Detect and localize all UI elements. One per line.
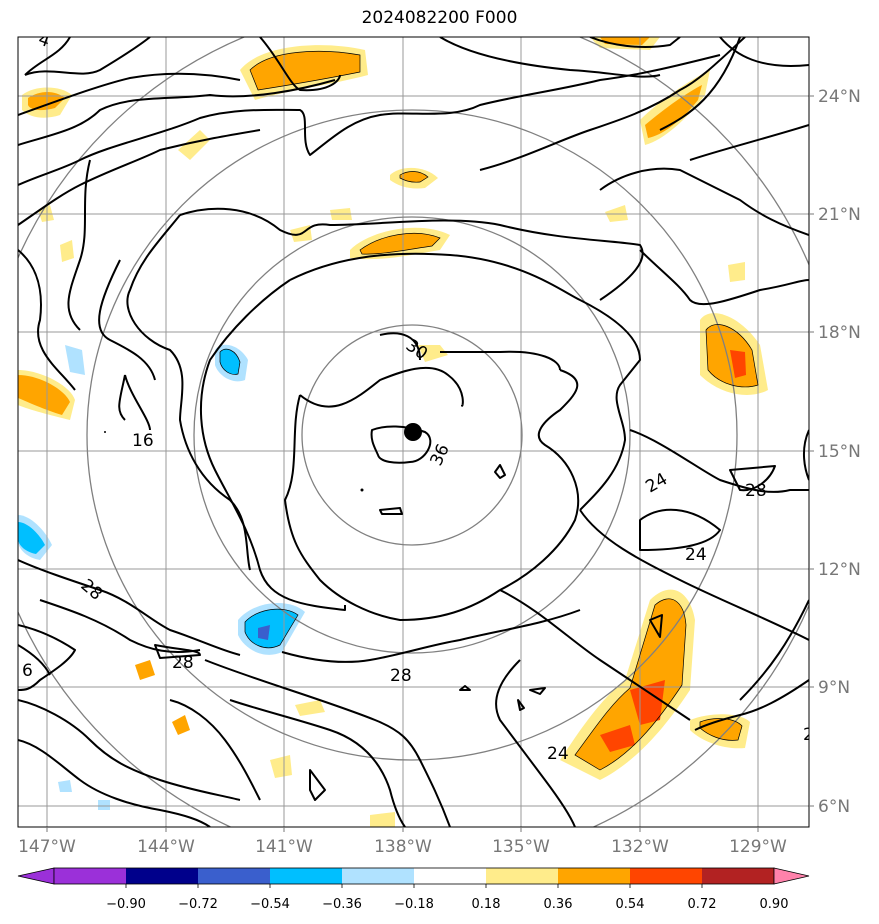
colorbar-segment <box>486 868 559 884</box>
colorbar-tick-label: 0.18 <box>472 897 501 912</box>
colorbar-over-arrow <box>773 867 810 885</box>
map-title: 2024082200 F000 <box>361 8 518 28</box>
colorbar-segment <box>342 868 415 884</box>
lat-label: 9°N <box>818 678 850 698</box>
lon-label: 144°W <box>137 837 195 857</box>
lon-label: 138°W <box>374 837 432 857</box>
contour-label: 24 <box>685 545 707 565</box>
lat-label: 18°N <box>818 323 861 343</box>
lat-lon-grid <box>18 37 809 827</box>
storm-center-dot <box>404 423 422 441</box>
colorbar-tick-label: 0.72 <box>688 897 717 912</box>
lat-label: 6°N <box>818 797 850 817</box>
colorbar-tick-label: 0.54 <box>616 897 645 912</box>
contour-label: 16 <box>132 431 154 451</box>
colorbar-tick-label: −0.54 <box>250 897 290 912</box>
lon-label: 135°W <box>492 837 550 857</box>
lat-label: 12°N <box>818 560 861 580</box>
lon-label: 132°W <box>611 837 669 857</box>
map-frame <box>17 36 810 828</box>
longitude-labels: 147°W 144°W 141°W 138°W 135°W 132°W 129°… <box>18 837 787 857</box>
range-rings <box>18 37 809 827</box>
lon-label: 147°W <box>18 837 76 857</box>
colorbar-tick-label: −0.18 <box>394 897 434 912</box>
colorbar-tick-label: −0.36 <box>322 897 362 912</box>
contour-label: 2 <box>803 725 814 745</box>
colorbar-segment <box>630 868 703 884</box>
map-area: 16 30 36 24 28 24 28 28 28 24 6 2 4 <box>18 37 814 827</box>
colorbar-tick-label: −0.72 <box>178 897 218 912</box>
shading-outlines <box>219 51 759 771</box>
lon-label: 141°W <box>255 837 313 857</box>
colorbar-segment <box>702 868 775 884</box>
colorbar-segment <box>54 868 127 884</box>
black-contours <box>18 37 809 827</box>
contour-label: 24 <box>547 744 569 764</box>
positive-anomaly-shading <box>18 37 768 827</box>
lat-label: 24°N <box>818 87 861 107</box>
colorbar-tick-label: −0.90 <box>106 897 146 912</box>
colorbar-tick-label: 0.36 <box>544 897 573 912</box>
colorbar-segment <box>198 868 271 884</box>
latitude-labels: 24°N 21°N 18°N 15°N 12°N 9°N 6°N <box>818 87 861 817</box>
colorbar <box>17 867 810 888</box>
contour-label: 28 <box>390 666 412 686</box>
axis-ticks <box>46 95 814 832</box>
contour-label: 28 <box>745 481 767 501</box>
lon-label: 129°W <box>729 837 787 857</box>
contour-label: 28 <box>172 653 194 673</box>
colorbar-segment <box>126 868 199 884</box>
lat-label: 15°N <box>818 442 861 462</box>
colorbar-labels: −0.90 −0.72 −0.54 −0.36 −0.18 0.18 0.36 … <box>106 897 788 912</box>
negative-anomaly-shading <box>18 344 305 810</box>
colorbar-segment <box>270 868 343 884</box>
colorbar-under-arrow <box>17 867 55 885</box>
colorbar-segment <box>414 868 487 884</box>
lat-label: 21°N <box>818 205 861 225</box>
colorbar-segment <box>558 868 631 884</box>
colorbar-tick-label: 0.90 <box>760 897 789 912</box>
contour-label: 6 <box>22 661 33 681</box>
